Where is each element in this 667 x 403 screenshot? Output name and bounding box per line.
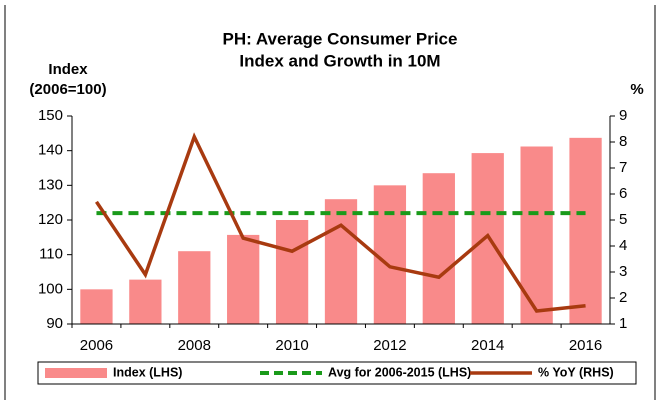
bar bbox=[422, 173, 455, 324]
y2-tick-label: 1 bbox=[619, 315, 627, 332]
yoy-line bbox=[95, 132, 586, 313]
bar bbox=[324, 199, 358, 324]
y-tick-label: 120 bbox=[38, 211, 63, 228]
bar bbox=[373, 185, 407, 324]
x-tick-label: 2008 bbox=[178, 337, 211, 354]
legend-label: % YoY (RHS) bbox=[538, 365, 614, 379]
bar bbox=[80, 289, 113, 324]
legend-label: Avg for 2006-2015 (LHS) bbox=[328, 365, 471, 379]
bar bbox=[520, 146, 553, 324]
y2-tick-label: 6 bbox=[619, 185, 627, 202]
y-tick-label: 100 bbox=[38, 280, 63, 297]
chart-title: PH: Average Consumer Price bbox=[223, 29, 458, 48]
y-axis-label: Index bbox=[48, 61, 88, 78]
x-tick-label: 2006 bbox=[80, 337, 113, 354]
x-tick-label: 2014 bbox=[471, 337, 504, 354]
y2-axis-label: % bbox=[630, 81, 643, 98]
y2-tick-label: 4 bbox=[619, 237, 627, 254]
y-tick-label: 130 bbox=[38, 176, 63, 193]
chart-title: Index and Growth in 10M bbox=[239, 51, 440, 70]
bar bbox=[275, 220, 309, 324]
y2-tick-label: 2 bbox=[619, 289, 627, 306]
y-axis-label: (2006=100) bbox=[29, 81, 106, 98]
y2-tick-label: 5 bbox=[619, 211, 627, 228]
bar bbox=[227, 234, 260, 324]
bar bbox=[178, 251, 211, 324]
y-tick-label: 150 bbox=[38, 107, 63, 124]
y-tick-label: 90 bbox=[46, 315, 63, 332]
x-tick-label: 2010 bbox=[275, 337, 308, 354]
y2-tick-label: 7 bbox=[619, 159, 627, 176]
legend-label: Index (LHS) bbox=[113, 365, 182, 379]
bar bbox=[569, 137, 602, 324]
y-tick-label: 110 bbox=[39, 246, 63, 263]
y2-tick-label: 9 bbox=[619, 107, 627, 124]
y2-tick-label: 8 bbox=[619, 133, 627, 150]
x-tick-label: 2012 bbox=[373, 337, 406, 354]
legend-swatch bbox=[45, 368, 107, 378]
y2-tick-label: 3 bbox=[619, 263, 627, 280]
y-tick-label: 140 bbox=[38, 142, 63, 159]
x-tick-label: 2016 bbox=[569, 337, 602, 354]
bar bbox=[129, 279, 162, 324]
legend-box bbox=[37, 361, 637, 385]
